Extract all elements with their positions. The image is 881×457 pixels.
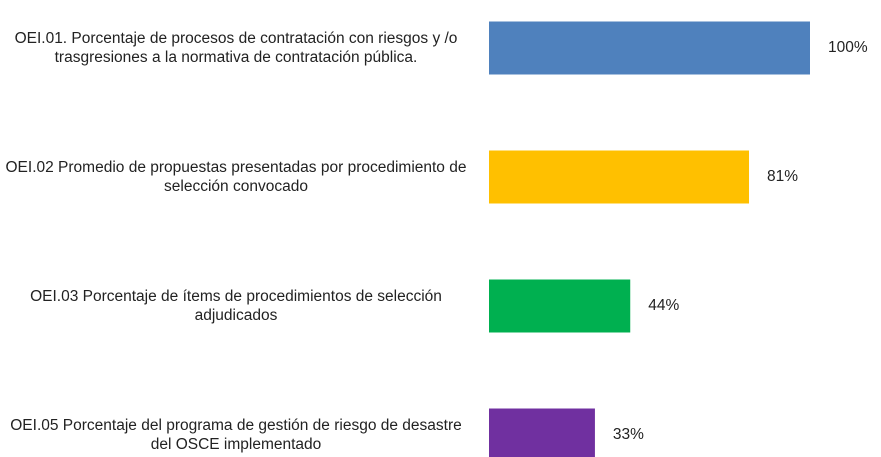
category-label: OEI.02 Promedio de propuestas presentada… [5,159,467,195]
bar [489,21,810,75]
value-label: 44% [648,297,680,314]
value-label: 81% [767,168,799,185]
bar [489,408,595,457]
value-label: 33% [612,426,644,443]
bar [489,150,750,204]
category-label: OEI.01. Porcentaje de procesos de contra… [14,30,458,66]
value-label: 100% [828,39,868,56]
bar [489,279,631,333]
category-label: OEI.03 Porcentaje de ítems de procedimie… [30,288,442,324]
category-label: OEI.05 Porcentaje del programa de gestió… [10,417,462,453]
